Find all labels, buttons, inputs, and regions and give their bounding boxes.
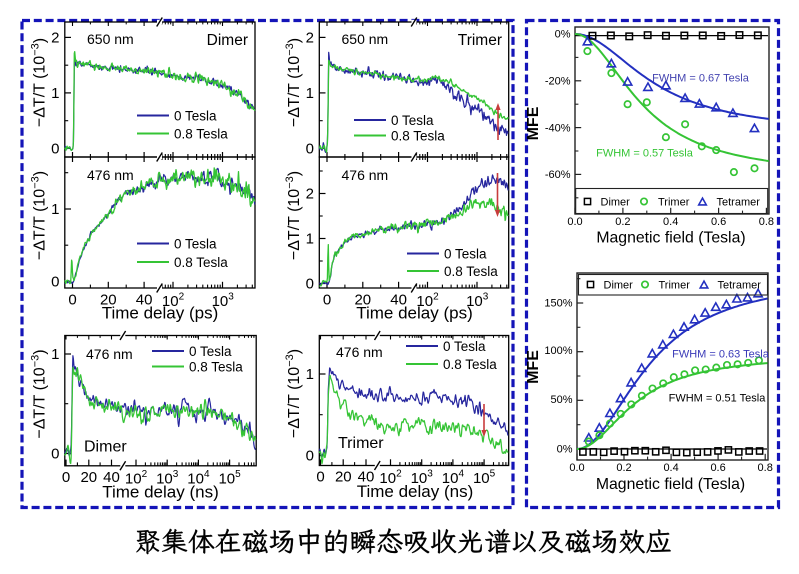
- svg-text:0.8 Tesla: 0.8 Tesla: [391, 129, 445, 144]
- svg-text:0: 0: [51, 140, 59, 157]
- svg-text:20: 20: [80, 469, 97, 486]
- svg-text:1: 1: [51, 85, 59, 102]
- svg-text:476 nm: 476 nm: [86, 346, 133, 362]
- svg-text:20: 20: [100, 292, 117, 309]
- svg-text:1: 1: [306, 85, 314, 102]
- svg-text:2: 2: [306, 186, 314, 203]
- svg-text:−ΔT/T (10−3): −ΔT/T (10−3): [284, 38, 303, 127]
- svg-text:−ΔT/T (10−3): −ΔT/T (10−3): [30, 171, 49, 260]
- svg-text:0.8 Tesla: 0.8 Tesla: [443, 357, 497, 372]
- svg-text:0: 0: [306, 448, 314, 465]
- svg-text:Time delay (ps): Time delay (ps): [356, 304, 473, 323]
- svg-text:0: 0: [316, 469, 324, 486]
- svg-text:FWHM = 0.63 Tesla: FWHM = 0.63 Tesla: [672, 349, 770, 361]
- svg-text:2: 2: [51, 29, 59, 46]
- svg-text:0.0: 0.0: [567, 216, 582, 228]
- svg-text:Magnetic field (Tesla): Magnetic field (Tesla): [596, 230, 745, 247]
- svg-text:20: 20: [354, 292, 371, 309]
- svg-text:Dimer: Dimer: [601, 197, 631, 209]
- svg-text:2: 2: [306, 29, 314, 46]
- svg-text:MFE: MFE: [525, 106, 542, 140]
- svg-text:1: 1: [306, 231, 314, 248]
- svg-text:1: 1: [306, 366, 314, 383]
- svg-text:Dimer: Dimer: [207, 32, 248, 49]
- svg-text:0: 0: [51, 446, 59, 463]
- svg-text:0.8: 0.8: [758, 462, 773, 474]
- svg-text:0.6: 0.6: [710, 462, 725, 474]
- svg-text:0.8: 0.8: [759, 216, 774, 228]
- svg-text:Trimer: Trimer: [659, 280, 691, 292]
- svg-text:0 Tesla: 0 Tesla: [443, 339, 486, 354]
- svg-text:0 Tesla: 0 Tesla: [189, 344, 232, 359]
- svg-text:FWHM = 0.67 Tesla: FWHM = 0.67 Tesla: [652, 73, 750, 85]
- svg-text:0.8 Tesla: 0.8 Tesla: [189, 360, 243, 375]
- svg-text:0.6: 0.6: [711, 216, 726, 228]
- svg-text:0.8 Tesla: 0.8 Tesla: [174, 255, 228, 270]
- svg-text:40: 40: [358, 469, 375, 486]
- svg-text:Tetramer: Tetramer: [717, 197, 761, 209]
- svg-text:Trimer: Trimer: [658, 197, 690, 209]
- svg-text:Dimer: Dimer: [84, 439, 127, 456]
- svg-text:0.2: 0.2: [616, 462, 631, 474]
- svg-text:0%: 0%: [557, 444, 573, 456]
- svg-text:0 Tesla: 0 Tesla: [391, 113, 434, 128]
- svg-text:20: 20: [335, 469, 352, 486]
- svg-text:0.8 Tesla: 0.8 Tesla: [444, 264, 498, 279]
- svg-text:0.4: 0.4: [663, 462, 678, 474]
- svg-text:100%: 100%: [544, 345, 572, 357]
- svg-text:0: 0: [68, 292, 76, 309]
- svg-text:0.0: 0.0: [569, 462, 584, 474]
- svg-text:Magnetic field (Tesla): Magnetic field (Tesla): [596, 476, 745, 493]
- svg-text:0: 0: [306, 140, 314, 157]
- svg-text:0.4: 0.4: [663, 216, 678, 228]
- svg-text:-40%: -40%: [545, 122, 571, 134]
- svg-text:Time delay (ns): Time delay (ns): [357, 482, 474, 501]
- svg-text:476 nm: 476 nm: [342, 167, 389, 183]
- svg-text:650 nm: 650 nm: [342, 31, 389, 47]
- svg-text:50%: 50%: [550, 394, 572, 406]
- svg-text:0.2: 0.2: [615, 216, 630, 228]
- svg-text:0 Tesla: 0 Tesla: [174, 237, 217, 252]
- svg-text:Time delay (ps): Time delay (ps): [102, 304, 219, 323]
- svg-text:−ΔT/T (10−3): −ΔT/T (10−3): [30, 38, 49, 127]
- svg-text:FWHM = 0.57 Tesla: FWHM = 0.57 Tesla: [596, 148, 694, 160]
- svg-text:0: 0: [51, 274, 59, 291]
- svg-text:FWHM = 0.51 Tesla: FWHM = 0.51 Tesla: [669, 393, 767, 405]
- svg-text:40: 40: [390, 292, 407, 309]
- svg-text:476 nm: 476 nm: [87, 167, 134, 183]
- svg-text:0 Tesla: 0 Tesla: [174, 109, 217, 124]
- svg-text:Trimer: Trimer: [458, 32, 502, 49]
- svg-text:0 Tesla: 0 Tesla: [444, 247, 487, 262]
- svg-text:Dimer: Dimer: [604, 280, 634, 292]
- svg-text:−ΔT/T (10−3): −ΔT/T (10−3): [284, 171, 303, 260]
- svg-text:40: 40: [103, 469, 120, 486]
- svg-text:0: 0: [62, 469, 70, 486]
- svg-text:650 nm: 650 nm: [87, 31, 134, 47]
- svg-text:40: 40: [136, 292, 153, 309]
- svg-text:Time delay (ns): Time delay (ns): [102, 483, 219, 502]
- svg-text:0: 0: [323, 292, 331, 309]
- svg-text:0%: 0%: [555, 29, 571, 41]
- svg-text:−ΔT/T (10−3): −ΔT/T (10−3): [30, 349, 49, 438]
- svg-text:0: 0: [306, 276, 314, 293]
- svg-text:Trimer: Trimer: [338, 435, 384, 452]
- svg-text:Tetramer: Tetramer: [718, 280, 762, 292]
- svg-text:1: 1: [51, 346, 59, 363]
- svg-text:150%: 150%: [544, 297, 572, 309]
- svg-text:1: 1: [51, 201, 59, 218]
- svg-text:−ΔT/T (10−3): −ΔT/T (10−3): [284, 349, 303, 438]
- svg-text:476 nm: 476 nm: [336, 344, 383, 360]
- svg-text:0.8 Tesla: 0.8 Tesla: [174, 127, 228, 142]
- svg-text:-60%: -60%: [545, 169, 571, 181]
- svg-text:MFE: MFE: [525, 350, 542, 384]
- svg-text:-20%: -20%: [545, 76, 571, 88]
